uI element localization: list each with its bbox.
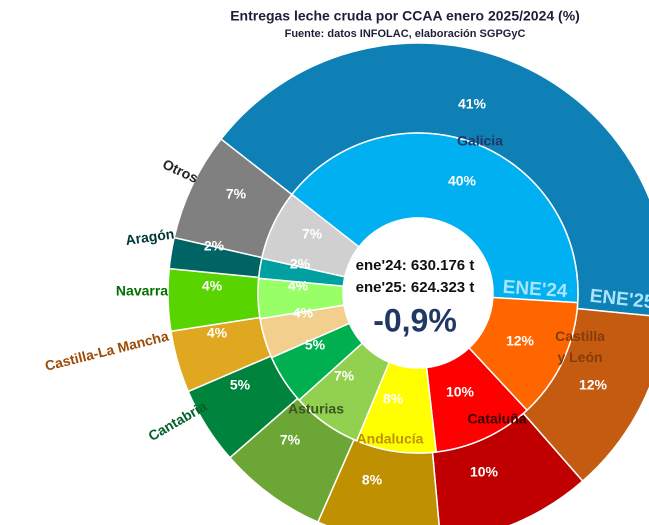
category-label: Cantabria xyxy=(145,398,209,444)
donut-slice xyxy=(290,132,579,304)
data-label: 8% xyxy=(383,391,404,407)
category-label: Andalucía xyxy=(357,431,424,447)
category-label: Galicia xyxy=(457,133,503,149)
center-line: ene'24: 630.176 t xyxy=(356,257,475,274)
center-change: -0,9% xyxy=(373,302,457,338)
chart-title: Entregas leche cruda por CCAA enero 2025… xyxy=(230,8,580,24)
data-label: 4% xyxy=(207,325,228,341)
center-line: ene'25: 624.323 t xyxy=(356,279,475,296)
data-label: 7% xyxy=(302,226,323,242)
data-label: 12% xyxy=(506,333,535,349)
data-label: 4% xyxy=(202,278,223,294)
data-label: 4% xyxy=(288,278,309,294)
data-label: 7% xyxy=(226,186,247,202)
data-label: 10% xyxy=(470,464,499,480)
category-label: Castilla y León xyxy=(555,328,605,365)
chart-subtitle: Fuente: datos INFOLAC, elaboración SGPGy… xyxy=(285,28,526,40)
data-label: 7% xyxy=(334,368,355,384)
data-label: 2% xyxy=(290,256,311,272)
data-label: 4% xyxy=(293,305,314,321)
category-label: Otros xyxy=(160,156,201,186)
data-label: 12% xyxy=(579,377,608,393)
data-label: 10% xyxy=(446,384,475,400)
data-label: 2% xyxy=(204,238,225,254)
category-label: Castilla-La Mancha xyxy=(43,328,170,374)
data-label: 5% xyxy=(305,337,326,353)
data-label: 5% xyxy=(230,377,251,393)
data-label: 40% xyxy=(448,173,477,189)
data-label: 8% xyxy=(362,472,383,488)
data-label: 41% xyxy=(458,96,487,112)
series-label: ENE'24 xyxy=(502,277,568,302)
category-label: Navarra xyxy=(116,283,168,299)
category-label: Aragón xyxy=(124,225,175,248)
data-label: 7% xyxy=(280,432,301,448)
rings xyxy=(167,42,649,525)
category-label: Asturias xyxy=(288,401,344,417)
donut-slice xyxy=(260,193,360,278)
category-label: Cataluña xyxy=(467,411,526,427)
